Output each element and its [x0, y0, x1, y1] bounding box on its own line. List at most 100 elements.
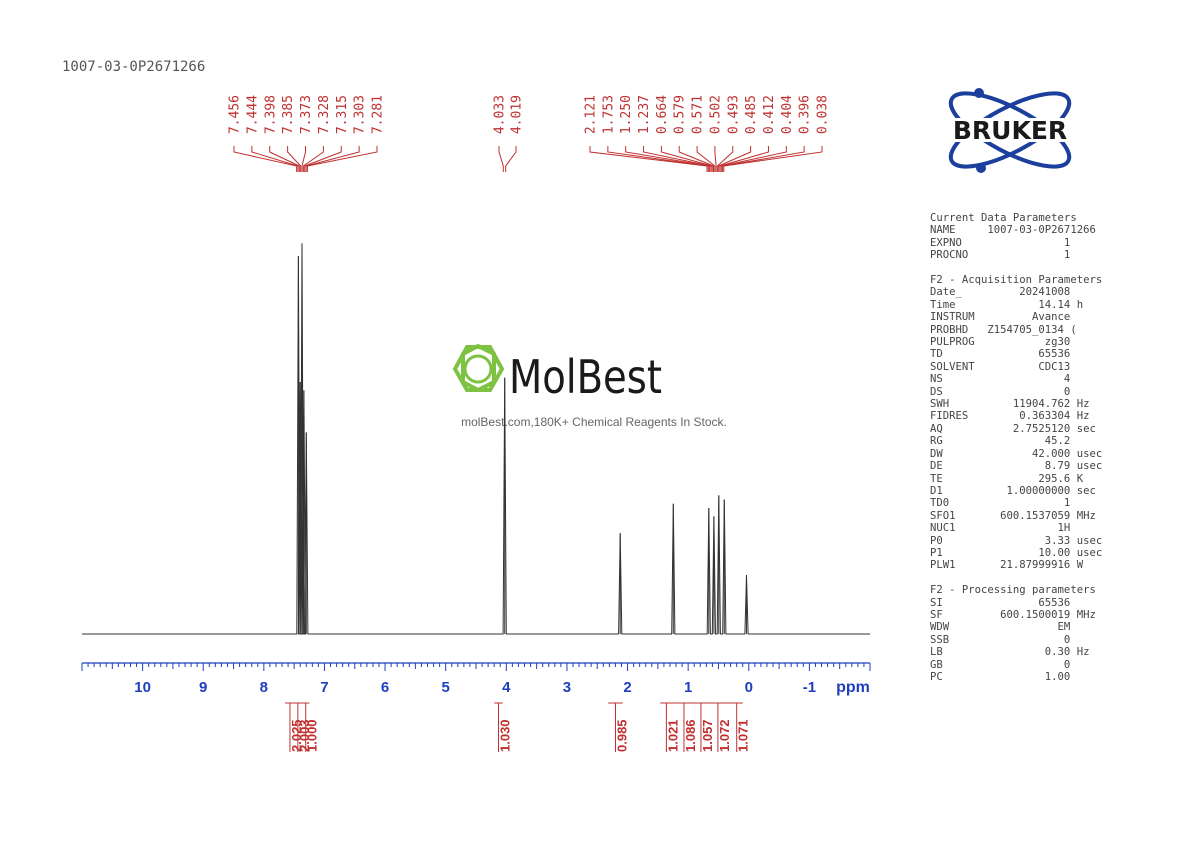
peak-label-connector [625, 146, 711, 172]
tick-label-6: 6 [381, 679, 389, 696]
param-row: FIDRES 0.363304 Hz [930, 410, 1090, 423]
peak-label: 7.385 [281, 95, 296, 134]
tick-label-3: 3 [563, 679, 571, 696]
peak-label: 1.753 [601, 95, 616, 134]
peak-label-connector [305, 146, 360, 172]
axis-title: ppm [836, 679, 870, 696]
peak-label-connector [714, 146, 717, 172]
param-row: AQ 2.7525120 sec [930, 422, 1096, 435]
param-row: EXPNO 1 [930, 236, 1071, 249]
peak-label-connector [505, 146, 517, 172]
tick-label-10: 10 [134, 679, 151, 696]
peak-label: 0.493 [726, 95, 741, 134]
param-row: DS 0 [930, 385, 1071, 398]
param-section-title: F2 - Processing parameters [930, 584, 1096, 597]
param-row: P1 10.00 usec [930, 546, 1103, 559]
bruker-logo-text: BRUKER [953, 116, 1067, 145]
param-section-title: Current Data Parameters [930, 212, 1077, 224]
tick-label--1: -1 [803, 679, 816, 696]
peak-label-connector [589, 146, 708, 172]
peak-label-connector [301, 146, 306, 172]
param-row: SSB 0 [930, 633, 1071, 646]
peak-label: 4.033 [493, 95, 508, 134]
peak-label-connector [233, 146, 298, 172]
watermark-brand: MolBest [509, 350, 662, 404]
integral-value: 0.985 [614, 719, 629, 752]
peak-label-connector [302, 146, 324, 172]
peak-label: 0.412 [762, 95, 777, 134]
param-row: TD 65536 [930, 348, 1071, 361]
peak-label-connector [660, 146, 713, 172]
peak-label-connector [643, 146, 712, 172]
peak-label-connector [304, 146, 342, 172]
param-row: NUC1 1H [930, 522, 1071, 535]
peak-label: 7.373 [299, 95, 314, 134]
param-row: PULPROG zg30 [930, 336, 1071, 349]
peak-label-connector [607, 146, 709, 172]
tick-label-0: 0 [745, 679, 753, 696]
peak-label: 1.237 [637, 95, 652, 134]
param-row: RG 45.2 [930, 435, 1071, 448]
integral-value: 1.021 [665, 719, 680, 752]
param-row: SF 600.1500019 MHz [930, 608, 1096, 621]
integral-value: 1.000 [305, 719, 320, 752]
spectrum-line [82, 243, 870, 635]
param-row: D1 1.00000000 sec [930, 484, 1096, 497]
param-row: PLW1 21.87999916 W [930, 559, 1084, 572]
param-row: Date_ 20241008 [930, 286, 1071, 299]
peak-label-connector [678, 146, 714, 172]
integral-value: 2.003 [297, 719, 312, 752]
peak-label-connector [498, 146, 504, 172]
peak-label: 7.456 [228, 95, 243, 134]
peak-label: 1.250 [619, 95, 634, 134]
integral-value: 1.057 [700, 719, 715, 752]
peak-label-connector [269, 146, 300, 172]
param-row: LB 0.30 Hz [930, 646, 1090, 659]
peak-label: 7.281 [371, 95, 386, 134]
peak-label-connector [718, 146, 752, 172]
peak-label-connector [722, 146, 805, 172]
param-row: SI 65536 [930, 596, 1071, 609]
param-row: INSTRUM Avance [930, 311, 1071, 324]
param-row: SOLVENT CDC13 [930, 360, 1071, 373]
integral-value: 1.086 [683, 719, 698, 752]
tick-label-2: 2 [623, 679, 631, 696]
peak-label: 7.444 [245, 95, 260, 134]
spectrum-trace [82, 243, 870, 635]
peak-label: 0.485 [744, 95, 759, 134]
peak-label: 2.121 [584, 95, 599, 134]
peak-label: 0.404 [780, 95, 795, 134]
param-row: GB 0 [930, 658, 1071, 671]
peak-labels: 7.456 7.444 7.398 7.385 7.373 7.328 7.315 7.303… [228, 95, 831, 172]
peak-label-connector [306, 146, 378, 172]
tick-label-8: 8 [260, 679, 268, 696]
peak-label: 0.038 [816, 95, 831, 134]
ppm-axis: ppm 10 9 8 7 6 5 4 3 2 1 0 -1 [81, 662, 871, 696]
peak-label: 7.328 [317, 95, 332, 134]
tick-label-7: 7 [320, 679, 328, 696]
param-row: PROCNO 1 [930, 249, 1071, 262]
tick-label-1: 1 [684, 679, 692, 696]
param-row: TD0 1 [930, 497, 1071, 510]
integral-value: 1.072 [717, 719, 732, 752]
integral-value: 1.030 [497, 719, 512, 752]
param-row: P0 3.33 usec [930, 534, 1103, 547]
peak-label-connector [716, 146, 734, 172]
nmr-spectrum-chart: MolBest molBest.com,180K+ Chemical Reage… [81, 95, 871, 752]
param-section-title: F2 - Acquisition Parameters [930, 274, 1103, 287]
param-row: WDW EM [930, 621, 1071, 634]
peak-label-connector [720, 146, 787, 172]
tick-label-5: 5 [442, 679, 450, 696]
param-row: TE 295.6 K [930, 472, 1084, 485]
param-row: NAME 1007-03-0P2671266 [930, 224, 1096, 237]
param-row: PC 1.00 [930, 671, 1071, 683]
peak-label: 4.019 [510, 95, 525, 134]
peak-label-connector [719, 146, 769, 172]
acquisition-parameters-panel: Current Data Parameters NAME 1007-03-0P26… [930, 212, 1102, 683]
param-row: DW 42.000 usec [930, 447, 1103, 460]
bruker-logo: BRUKER [924, 88, 1096, 173]
watermark-tagline: molBest.com,180K+ Chemical Reagents In S… [461, 415, 727, 429]
peak-label: 0.579 [673, 95, 688, 134]
